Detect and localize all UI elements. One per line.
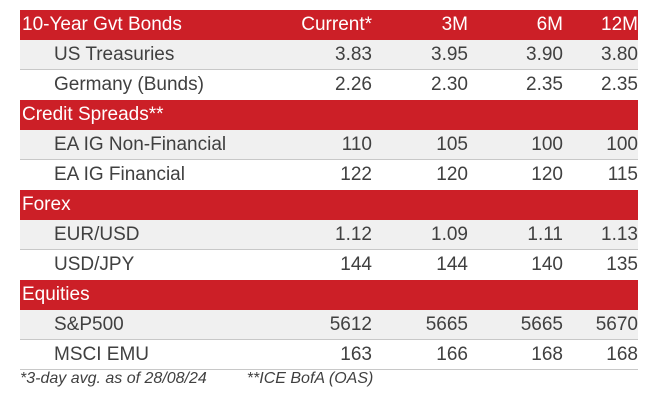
cell-12m: 2.35 <box>601 74 638 95</box>
column-header-6m: 6M <box>536 14 563 35</box>
cell-3m: 105 <box>436 133 468 155</box>
row-label: S&P500 <box>54 313 124 335</box>
cell-6m: 100 <box>531 133 563 155</box>
column-header-3m: 3M <box>441 14 468 35</box>
row-label: Germany (Bunds) <box>54 74 204 95</box>
row-label: USD/JPY <box>54 254 135 275</box>
row-label: US Treasuries <box>54 43 175 65</box>
cell-current: 3.83 <box>335 43 372 65</box>
cell-3m: 2.30 <box>431 74 468 95</box>
table-row: US Treasuries 3.83 3.95 3.90 3.80 <box>20 40 638 70</box>
cell-6m: 140 <box>531 254 563 275</box>
cell-12m: 115 <box>607 164 638 185</box>
column-header-current: Current* <box>301 14 372 35</box>
table-row: MSCI EMU 163 166 168 168 <box>20 340 638 370</box>
section-header-bonds: 10-Year Gvt Bonds Current* 3M 6M 12M <box>20 10 638 40</box>
section-header-equities: Equities <box>20 280 638 310</box>
section-header-credit-spreads: Credit Spreads** <box>20 100 638 130</box>
section-title: Forex <box>22 194 71 215</box>
table-row: S&P500 5612 5665 5665 5670 <box>20 310 638 340</box>
footnotes: *3-day avg. as of 28/08/24 **ICE BofA (O… <box>20 370 373 388</box>
cell-3m: 1.09 <box>431 223 468 245</box>
footnote-avg: *3-day avg. as of 28/08/24 <box>20 370 207 387</box>
cell-current: 2.26 <box>335 74 372 95</box>
cell-current: 163 <box>340 343 372 365</box>
section-title: Equities <box>22 284 90 305</box>
cell-current: 110 <box>341 133 372 155</box>
cell-12m: 3.80 <box>601 43 638 65</box>
footnote-source: **ICE BofA (OAS) <box>246 370 374 387</box>
table-row: EUR/USD 1.12 1.09 1.11 1.13 <box>20 220 638 250</box>
cell-current: 122 <box>340 164 372 185</box>
cell-6m: 168 <box>531 343 563 365</box>
row-label: EA IG Financial <box>54 164 185 185</box>
cell-current: 5612 <box>329 313 372 335</box>
cell-6m: 1.11 <box>527 223 563 245</box>
cell-current: 144 <box>340 254 372 275</box>
table-row: EA IG Non-Financial 110 105 100 100 <box>20 130 638 160</box>
cell-3m: 166 <box>436 343 468 365</box>
forecast-table: 10-Year Gvt Bonds Current* 3M 6M 12M US … <box>20 10 638 370</box>
cell-6m: 3.90 <box>526 43 563 65</box>
cell-12m: 135 <box>606 254 638 275</box>
cell-3m: 5665 <box>425 313 468 335</box>
cell-6m: 120 <box>531 164 563 185</box>
table-row: Germany (Bunds) 2.26 2.30 2.35 2.35 <box>20 70 638 100</box>
section-title: Credit Spreads** <box>22 104 164 125</box>
row-label: MSCI EMU <box>54 343 149 365</box>
table-row: EA IG Financial 122 120 120 115 <box>20 160 638 190</box>
section-header-forex: Forex <box>20 190 638 220</box>
cell-12m: 1.13 <box>601 223 638 245</box>
cell-12m: 100 <box>606 133 638 155</box>
cell-12m: 5670 <box>595 313 638 335</box>
cell-3m: 3.95 <box>431 43 468 65</box>
table-row: USD/JPY 144 144 140 135 <box>20 250 638 280</box>
section-title: 10-Year Gvt Bonds <box>22 14 182 35</box>
column-header-12m: 12M <box>601 14 638 35</box>
cell-3m: 120 <box>436 164 468 185</box>
cell-12m: 168 <box>606 343 638 365</box>
cell-6m: 2.35 <box>526 74 563 95</box>
row-label: EA IG Non-Financial <box>54 133 227 155</box>
cell-current: 1.12 <box>335 223 372 245</box>
row-label: EUR/USD <box>54 223 140 245</box>
cell-3m: 144 <box>436 254 468 275</box>
cell-6m: 5665 <box>520 313 563 335</box>
